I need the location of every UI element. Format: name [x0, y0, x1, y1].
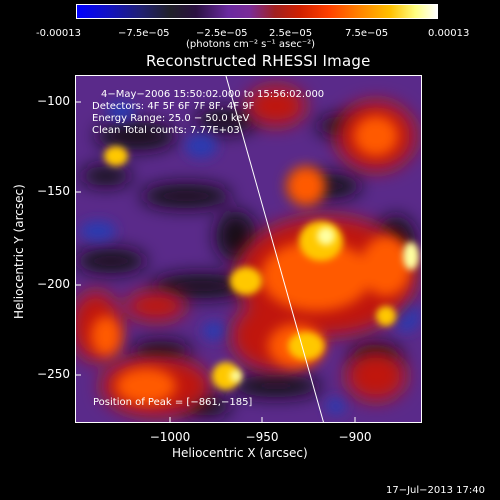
annotation-time: 4−May−2006 15:50:02.000 to 15:56:02.000 — [101, 89, 325, 100]
image-canvas — [76, 76, 421, 422]
colorbar-tick: 7.5e−05 — [345, 28, 389, 39]
x-tick: −1000 — [149, 430, 191, 444]
colorbar-tick: -0.00013 — [36, 28, 81, 39]
y-axis-label: Heliocentric Y (arcsec) — [12, 184, 26, 319]
rhessi-image[interactable] — [75, 75, 422, 423]
emission-peak — [230, 227, 419, 382]
x-tick: −950 — [245, 430, 279, 444]
colorbar-units: (photons cm⁻² s⁻¹ asec⁻²) — [186, 39, 316, 50]
colorbar-tick: −7.5e−05 — [118, 28, 170, 39]
y-tick: −150 — [37, 184, 70, 198]
annotation-energy: Energy Range: 25.0 − 50.0 keV — [92, 113, 250, 124]
annotation-peak: Position of Peak = [−861,−185] — [93, 397, 253, 408]
plot-title: Reconstructed RHESSI Image — [146, 52, 371, 70]
negative-regions — [80, 101, 420, 414]
y-tick: −200 — [37, 277, 70, 291]
annotation-clean: Clean Total counts: 7.77E+03 — [92, 125, 240, 136]
generation-timestamp: 17−Jul−2013 17:40 — [386, 485, 485, 496]
y-tick: −250 — [37, 367, 70, 381]
x-tick: −900 — [338, 430, 372, 444]
colorbar-tick: 2.5e−05 — [269, 28, 313, 39]
colorbar-tick: −2.5e−05 — [196, 28, 248, 39]
x-axis-label: Heliocentric X (arcsec) — [172, 446, 308, 460]
solar-limb-line — [225, 76, 324, 422]
colorbar-tick: 0.00013 — [428, 28, 470, 39]
y-tick: −100 — [37, 94, 70, 108]
annotation-detectors: Detectors: 4F 5F 6F 7F 8F, 4F 9F — [92, 101, 255, 112]
emission-orange — [91, 116, 411, 404]
colorbar — [76, 4, 438, 19]
